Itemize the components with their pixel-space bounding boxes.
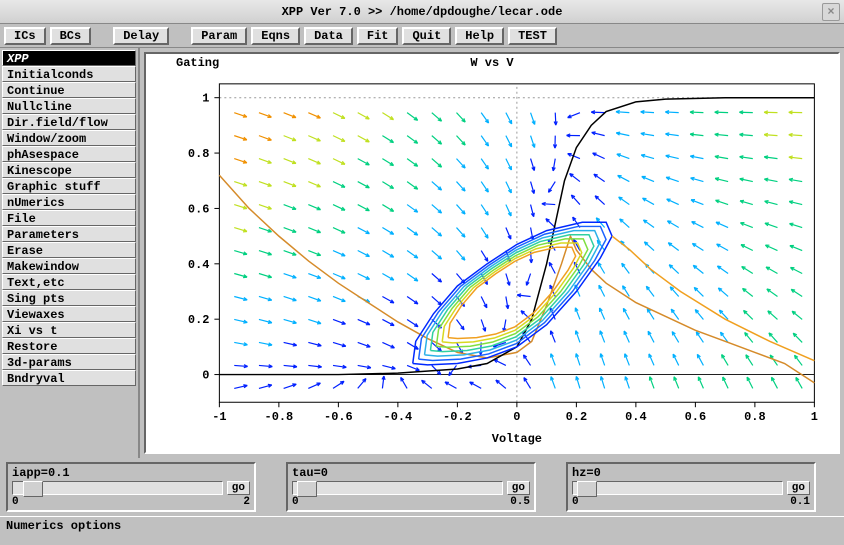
sidebar-item-restore[interactable]: Restore: [2, 338, 136, 354]
toolbar-help-button[interactable]: Help: [455, 27, 504, 45]
param-slider-tau[interactable]: [292, 481, 503, 495]
svg-text:0.2: 0.2: [188, 313, 209, 327]
sidebar-item-numerics[interactable]: nUmerics: [2, 194, 136, 210]
param-max-iapp: 2: [243, 496, 250, 508]
svg-text:0.8: 0.8: [744, 410, 766, 424]
sidebar-item-initialconds[interactable]: Initialconds: [2, 66, 136, 82]
svg-text:-0.8: -0.8: [265, 410, 294, 424]
svg-text:0: 0: [513, 410, 520, 424]
sidebar-item-continue[interactable]: Continue: [2, 82, 136, 98]
status-text: Numerics options: [6, 519, 121, 533]
svg-text:0: 0: [202, 369, 209, 383]
param-go-hz[interactable]: go: [787, 481, 810, 495]
svg-text:0.8: 0.8: [188, 147, 209, 161]
sidebar-item-window-zoom[interactable]: Window/zoom: [2, 130, 136, 146]
plot-frame: Gating W vs V -1-0.8-0.6-0.4-0.200.20.40…: [144, 52, 840, 454]
param-box-iapp: iapp=0.1go 0 2: [6, 462, 256, 512]
sidebar-item-dir-field-flow[interactable]: Dir.field/flow: [2, 114, 136, 130]
toolbar-delay-button[interactable]: Delay: [113, 27, 169, 45]
svg-text:0.4: 0.4: [625, 410, 647, 424]
param-slider-hz[interactable]: [572, 481, 783, 495]
sidebar-item-makewindow[interactable]: Makewindow: [2, 258, 136, 274]
toolbar-data-button[interactable]: Data: [304, 27, 353, 45]
titlebar: XPP Ver 7.0 >> /home/dpdoughe/lecar.ode …: [0, 0, 844, 24]
svg-text:-1: -1: [212, 410, 226, 424]
toolbar-quit-button[interactable]: Quit: [402, 27, 451, 45]
sidebar-item-text-etc[interactable]: Text,etc: [2, 274, 136, 290]
sidebar-item-xi-vs-t[interactable]: Xi vs t: [2, 322, 136, 338]
sidebar-item-erase[interactable]: Erase: [2, 242, 136, 258]
sidebar-item-viewaxes[interactable]: Viewaxes: [2, 306, 136, 322]
svg-text:0.2: 0.2: [566, 410, 588, 424]
toolbar-bcs-button[interactable]: BCs: [50, 27, 92, 45]
sidebar-item-bndryval[interactable]: Bndryval: [2, 370, 136, 386]
sidebar-item-graphic-stuff[interactable]: Graphic stuff: [2, 178, 136, 194]
svg-text:1: 1: [811, 410, 818, 424]
param-box-tau: tau=0go 0 0.5: [286, 462, 536, 512]
sidebar-item-phasespace[interactable]: phAsespace: [2, 146, 136, 162]
svg-text:Voltage: Voltage: [492, 432, 542, 446]
param-label-tau: tau=0: [292, 466, 530, 480]
svg-text:-0.4: -0.4: [384, 410, 413, 424]
param-thumb-iapp[interactable]: [23, 481, 43, 497]
param-max-hz: 0.1: [790, 496, 810, 508]
param-max-tau: 0.5: [510, 496, 530, 508]
sidebar-item-kinescope[interactable]: Kinescope: [2, 162, 136, 178]
param-label-hz: hz=0: [572, 466, 810, 480]
param-box-hz: hz=0go 0 0.1: [566, 462, 816, 512]
param-thumb-hz[interactable]: [577, 481, 597, 497]
toolbar-test-button[interactable]: TEST: [508, 27, 557, 45]
param-min-iapp: 0: [12, 496, 19, 508]
status-bar: Numerics options: [0, 516, 844, 536]
sidebar-item-3d-params[interactable]: 3d-params: [2, 354, 136, 370]
sidebar-item-sing-pts[interactable]: Sing pts: [2, 290, 136, 306]
toolbar-fit-button[interactable]: Fit: [357, 27, 399, 45]
sidebar-item-nullcline[interactable]: Nullcline: [2, 98, 136, 114]
window-title: XPP Ver 7.0 >> /home/dpdoughe/lecar.ode: [282, 5, 563, 19]
param-go-tau[interactable]: go: [507, 481, 530, 495]
param-min-hz: 0: [572, 496, 579, 508]
svg-text:1: 1: [202, 92, 209, 106]
toolbar-ics-button[interactable]: ICs: [4, 27, 46, 45]
toolbar-eqns-button[interactable]: Eqns: [251, 27, 300, 45]
sidebar-item-file[interactable]: File: [2, 210, 136, 226]
svg-text:0.6: 0.6: [685, 410, 706, 424]
toolbar-param-button[interactable]: Param: [191, 27, 247, 45]
svg-text:0.4: 0.4: [188, 258, 209, 272]
param-sliders: iapp=0.1go02tau=0go00.5hz=0go00.1: [0, 458, 844, 516]
param-slider-iapp[interactable]: [12, 481, 223, 495]
svg-text:-0.2: -0.2: [443, 410, 472, 424]
param-label-iapp: iapp=0.1: [12, 466, 250, 480]
sidebar-item-parameters[interactable]: Parameters: [2, 226, 136, 242]
phase-plane-chart: -1 -0.8 -0.6 -0.4 -0.2 0 0.2 0.4 0.6 0.8 1 0 0.2 0.4 0…: [146, 54, 838, 452]
svg-text:0.6: 0.6: [188, 202, 209, 216]
close-icon[interactable]: ×: [822, 3, 840, 21]
param-go-iapp[interactable]: go: [227, 481, 250, 495]
toolbar: ICsBCs Delay ParamEqnsDataFitQuitHelpTEST: [0, 24, 844, 48]
plot-area: Gating W vs V -1-0.8-0.6-0.4-0.200.20.40…: [140, 48, 844, 458]
sidebar: XPPInitialcondsContinueNullclineDir.fiel…: [0, 48, 140, 458]
param-thumb-tau[interactable]: [297, 481, 317, 497]
param-min-tau: 0: [292, 496, 299, 508]
svg-text:-0.6: -0.6: [324, 410, 353, 424]
sidebar-item-xpp[interactable]: XPP: [2, 50, 136, 66]
